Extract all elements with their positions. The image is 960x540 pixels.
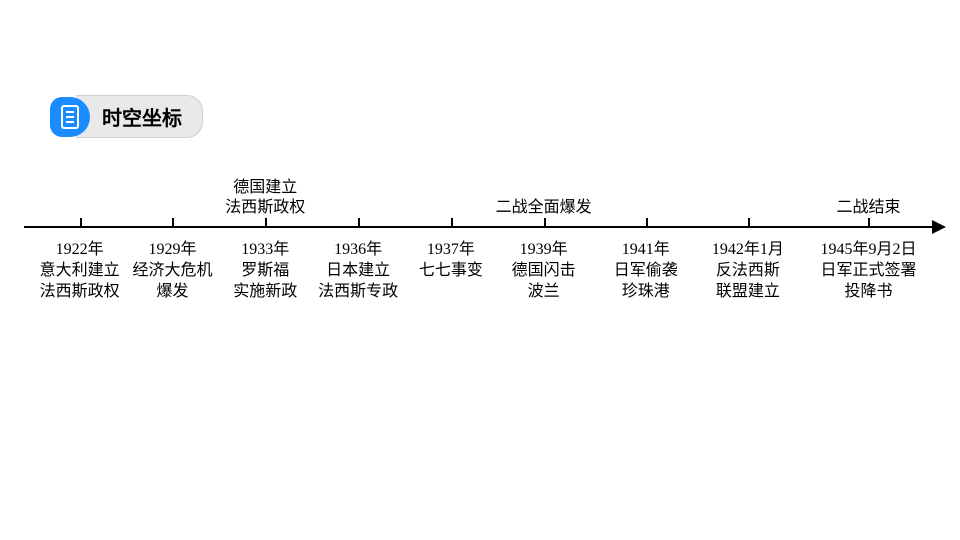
event-label-below: 1937年七七事变 [419,240,483,282]
axis-tick [358,218,360,228]
event-label-below: 1922年意大利建立法西斯政权 [40,240,120,302]
event-label-above: 德国建立法西斯政权 [225,178,305,218]
event-label-below: 1941年日军偷袭珍珠港 [614,240,678,302]
event-label-above: 二战结束 [836,198,900,218]
event-label-below: 1945年9月2日日军正式签署投降书 [820,240,916,302]
axis-arrow-icon [932,220,946,234]
axis-line [24,226,934,228]
axis-tick [868,218,870,228]
section-header: 时空坐标 [50,95,203,138]
event-label-below: 1936年日本建立法西斯专政 [318,240,398,302]
event-label-above: 二战全面爆发 [496,198,592,218]
timeline-axis: 德国建立法西斯政权二战全面爆发 二战结束 [24,178,952,228]
event-label-below: 1939年德国闪击波兰 [512,240,576,302]
event-label-below: 1942年1月反法西斯联盟建立 [712,240,784,302]
axis-tick [544,218,546,228]
timeline: 德国建立法西斯政权二战全面爆发二战结束 1922年意大利建立法西斯政权1929年… [24,178,952,240]
axis-tick [646,218,648,228]
document-list-icon [50,97,90,137]
event-label-below: 1933年罗斯福实施新政 [233,240,297,302]
axis-tick [451,218,453,228]
axis-tick [172,218,174,228]
axis-tick [265,218,267,228]
axis-tick [80,218,82,228]
axis-tick [748,218,750,228]
section-title: 时空坐标 [76,95,203,138]
event-label-below: 1929年经济大危机爆发 [132,240,212,302]
